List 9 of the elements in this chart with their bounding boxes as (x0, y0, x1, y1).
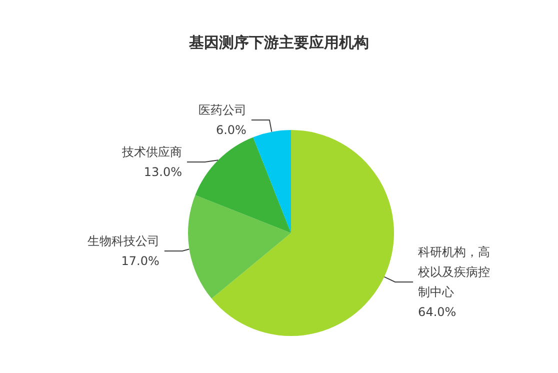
slice-label: 生物科技公司 (87, 234, 160, 248)
data-label: 13.0% (144, 165, 182, 180)
data-label: 6.0% (216, 123, 246, 138)
chart-title: 基因测序下游主要应用机构 (188, 34, 369, 52)
slice-label: 医药公司 (198, 103, 246, 118)
data-label: 17.0% (121, 254, 160, 268)
slice-label: 技术供应商 (120, 145, 182, 160)
slice-label: 科研机构，高校以及疾病控制中心 (417, 244, 490, 299)
data-label: 64.0% (418, 304, 456, 319)
